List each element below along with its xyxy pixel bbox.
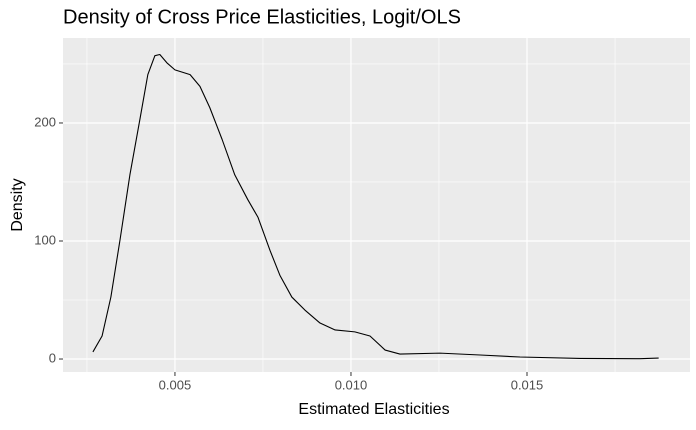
- x-axis-label: Estimated Elasticities: [298, 401, 449, 418]
- y-axis-label: Density: [9, 178, 26, 231]
- density-line: [92, 53, 659, 360]
- x-tick-label: 0.005: [159, 377, 192, 392]
- plot-background: [63, 38, 690, 372]
- chart-title: Density of Cross Price Elasticities, Log…: [63, 6, 461, 28]
- y-tick-label: 0: [49, 350, 56, 365]
- y-tick-label: 100: [34, 232, 56, 247]
- y-tick-label: 200: [34, 114, 56, 129]
- x-tick-label: 0.015: [511, 377, 544, 392]
- x-tick-label: 0.010: [335, 377, 368, 392]
